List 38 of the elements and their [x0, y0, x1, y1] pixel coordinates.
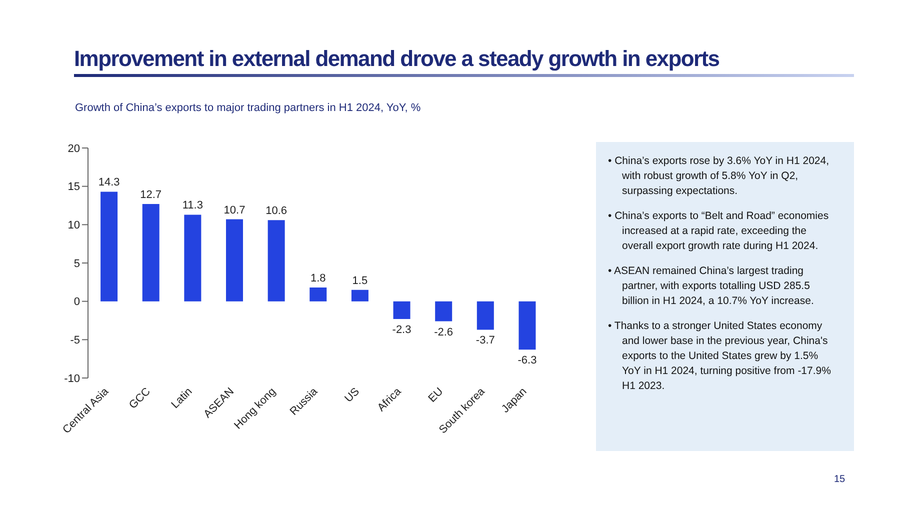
chart-title: Improvement in external demand drove a steady growth in exports — [74, 46, 720, 72]
y-tick-label: 15 — [68, 181, 80, 194]
y-tick-label: 0 — [74, 296, 80, 308]
data-label: 14.3 — [98, 176, 120, 189]
bar — [435, 301, 452, 322]
y-tick-label: 20 — [68, 142, 80, 155]
data-label: -6.3 — [518, 354, 537, 367]
bar — [393, 301, 410, 319]
data-label: 1.5 — [352, 274, 368, 287]
text: • China’s exports to “Belt and Road” economies increased at a rapid rate, exceeding the overall export growth rate during H1 2024. — [608, 209, 830, 254]
data-label: 12.7 — [140, 188, 162, 201]
data-label: -3.7 — [476, 334, 495, 347]
x-tick-label: EU — [426, 386, 446, 405]
y-tick-label: 10 — [68, 220, 80, 232]
data-label: 10.7 — [224, 204, 246, 216]
bar — [351, 290, 368, 302]
data-label: 1.8 — [310, 272, 326, 285]
text: • China’s exports rose by 3.6% YoY in H1 2024, with robust growth of 5.8% YoY in Q2, surpassing expectations. — [608, 154, 830, 199]
bar — [310, 288, 327, 302]
text: • ASEAN remained China’s largest trading partner, with exports totalling USD 285.5 billion in H1 2024, a 10.7% YoY increase. — [608, 264, 815, 309]
y-tick-label: -10 — [64, 372, 80, 385]
bar — [518, 301, 536, 350]
bar — [476, 301, 494, 330]
data-label: -2.6 — [434, 326, 454, 338]
y-tick-label: 5 — [74, 258, 80, 270]
bar — [184, 214, 202, 302]
text: • Thanks to a stronger United States economy and lower base in the previous year, China's exports to the United States grew by 1.5% YoY in H1 2024, turning positive from -17.9% H1 2023. — [608, 319, 832, 394]
chart-subtitle: Growth of China’s exports to major trading partners in H1 2024, YoY, % — [75, 102, 421, 114]
bar — [268, 220, 285, 302]
data-label: 10.6 — [266, 205, 288, 218]
bar — [100, 192, 118, 302]
data-label: 11.3 — [182, 200, 203, 212]
y-tick-label: -5 — [70, 334, 80, 347]
text: 15 — [834, 474, 846, 485]
bar — [142, 204, 160, 302]
data-label: -2.3 — [392, 324, 412, 336]
x-tick-label: US — [342, 386, 362, 405]
bar — [226, 219, 243, 302]
